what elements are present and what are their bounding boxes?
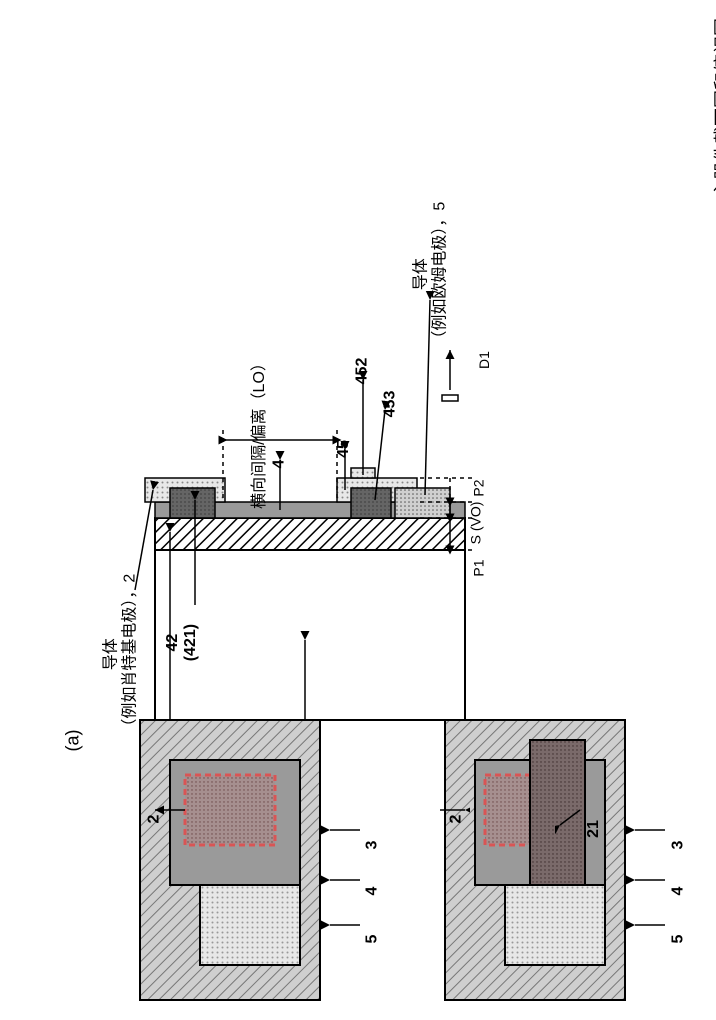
label-45: 45 bbox=[335, 440, 353, 458]
label-4: 4 bbox=[270, 460, 288, 469]
label-d1: D1 bbox=[476, 351, 492, 369]
label-42: 42(421) bbox=[164, 624, 199, 661]
label-s-vo: S (VO) bbox=[467, 502, 483, 545]
label-right-conductor: 导体（例如欧姆电极），5 bbox=[411, 202, 449, 347]
label-p1: P1 bbox=[471, 559, 487, 576]
panel-b-diagram bbox=[130, 700, 350, 1020]
label-452: 452 bbox=[353, 358, 371, 385]
figure-title: 主器件截面图和俯视图 bbox=[709, 18, 716, 198]
label-453: 453 bbox=[381, 391, 399, 418]
b-label-2: 2 bbox=[145, 815, 163, 824]
panel-b-leaders bbox=[320, 700, 380, 1020]
label-p2: P2 bbox=[471, 479, 487, 496]
panel-c-leader-left bbox=[430, 700, 470, 1020]
label-lateral-offset: 横向间隔/偏离（LO） bbox=[245, 355, 269, 509]
panel-c-leader-21 bbox=[555, 795, 595, 855]
panel-c-leaders bbox=[625, 700, 685, 1020]
